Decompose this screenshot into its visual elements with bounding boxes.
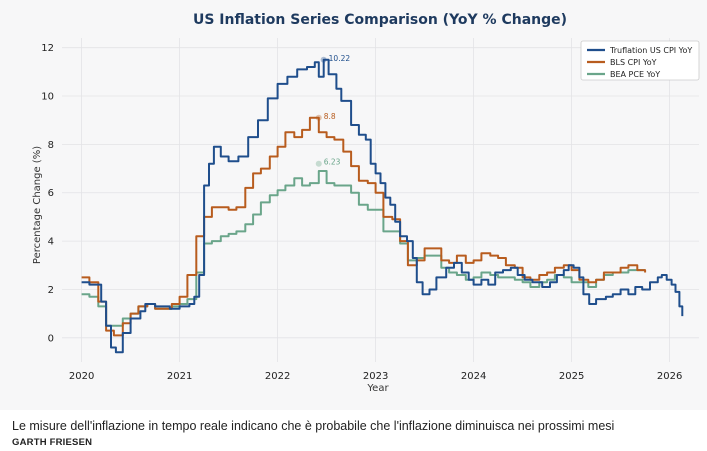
x-tick-label-2025: 2025 [559,371,584,382]
series-lines [81,58,684,354]
legend-box [580,40,700,81]
peak-annotations: 10.22 8.8 6.23 [315,54,351,167]
legend: Truflation US CPI YoY BLS CPI YoY BEA PC… [580,40,700,81]
peak-marker-2 [315,160,322,167]
legend-label-bls: BLS CPI YoY [610,58,657,67]
x-tick-label-2026: 2026 [657,371,682,382]
peak-marker-1 [315,114,322,121]
chart-caption: Le misure dell'inflazione in tempo reale… [12,419,615,433]
y-tick-label-12: 12 [41,43,54,54]
legend-label-truflation: Truflation US CPI YoY [609,46,692,55]
y-axis-title: Percentage Change (%) [32,146,43,264]
series-line-bls-cpi-yoy [81,116,647,337]
y-tick-label-2: 2 [48,285,54,296]
y-tick-label-10: 10 [41,92,54,103]
chart-title: US Inflation Series Comparison (YoY % Ch… [193,12,567,28]
inflation-chart: US Inflation Series Comparison (YoY % Ch… [32,12,700,394]
x-tick-label-2021: 2021 [167,371,192,382]
peak-label-2: 6.23 [324,158,341,167]
x-axis-title: Year [366,383,389,394]
grid-lines [62,38,699,362]
x-tick-label-2024: 2024 [461,371,486,382]
y-tick-label-8: 8 [48,140,54,151]
peak-label-1: 8.8 [324,112,336,121]
y-tick-label-4: 4 [48,237,54,248]
x-tick-label-2023: 2023 [363,371,388,382]
peak-marker-0 [320,56,327,63]
chart-panel: US Inflation Series Comparison (YoY % Ch… [32,12,700,394]
y-tick-label-0: 0 [48,333,54,344]
series-line-bea-pce-yoy [81,170,646,327]
author-credit: GARTH FRIESEN [12,437,93,448]
x-tick-label-2022: 2022 [265,371,290,382]
legend-label-pce: BEA PCE YoY [610,70,660,79]
series-line-truflation-us-cpi-yoy [81,58,684,354]
x-tick-label-2020: 2020 [69,371,94,382]
y-tick-label-6: 6 [48,188,54,199]
peak-label-0: 10.22 [329,54,351,63]
axis-ticks: 0 2 4 6 8 10 12 2020 2021 2022 2023 2024 2025 2026 [41,43,682,382]
